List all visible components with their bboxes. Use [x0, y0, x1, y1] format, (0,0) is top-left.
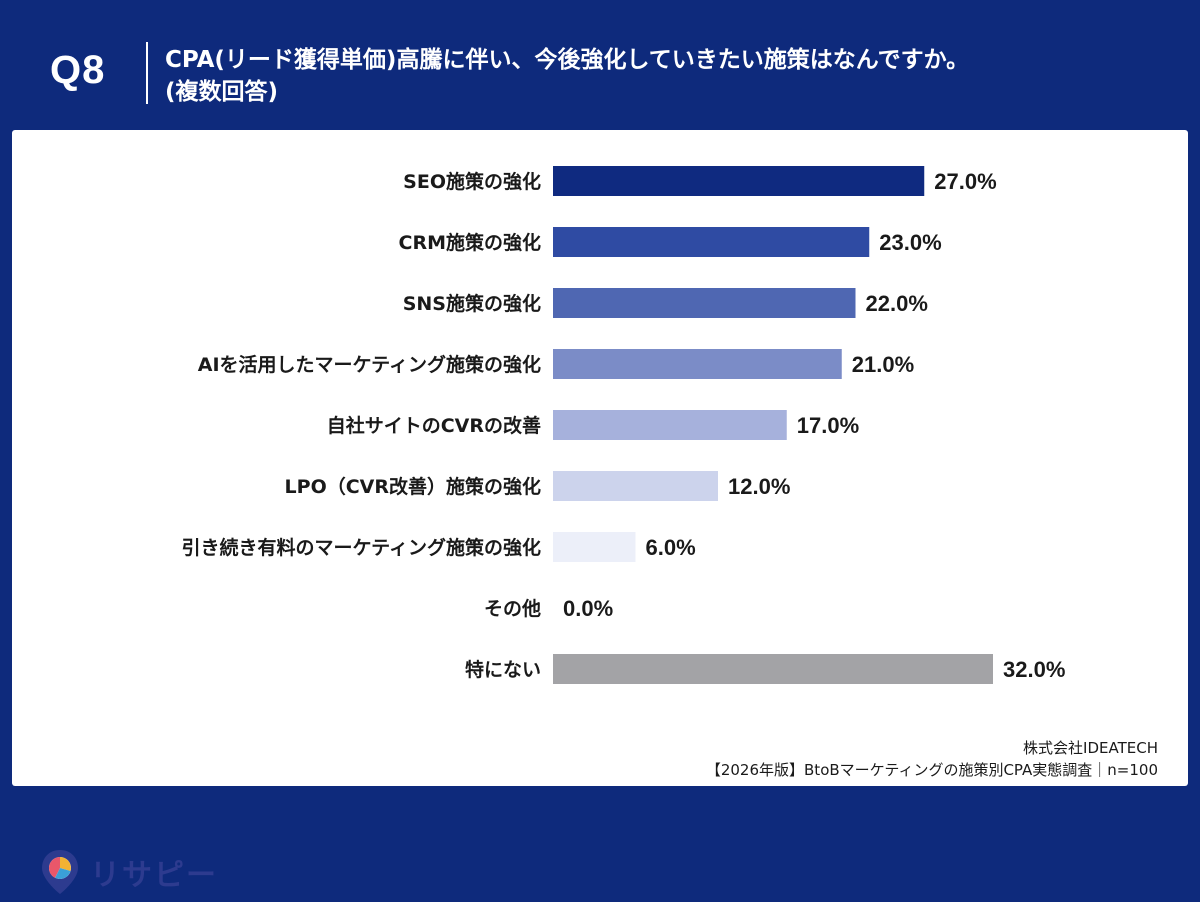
bar	[553, 410, 787, 440]
category-label: AIを活用したマーケティング施策の強化	[198, 353, 541, 376]
survey-title: 【2026年版】BtoBマーケティングの施策別CPA実態調査｜n=100	[705, 761, 1158, 779]
value-label: 23.0%	[879, 230, 941, 255]
bar	[553, 166, 925, 196]
company-name: 株式会社IDEATECH	[1023, 739, 1158, 757]
bar	[553, 349, 842, 379]
bar	[553, 532, 636, 562]
question-number: Q8	[50, 48, 106, 92]
brand-name: リサピー	[90, 858, 218, 893]
value-label: 12.0%	[728, 474, 790, 499]
pin-icon	[42, 850, 78, 894]
value-label: 6.0%	[646, 535, 696, 560]
category-label: その他	[484, 597, 541, 620]
chart-panel: SEO施策の強化 27.0% CRM施策の強化 23.0% SNS施策の強化 22.0% A…	[12, 130, 1188, 894]
bar-chart: SEO施策の強化 27.0% CRM施策の強化 23.0% SNS施策の強化 22.0% A…	[182, 166, 1065, 684]
value-label: 22.0%	[866, 291, 928, 316]
value-label: 0.0%	[563, 596, 613, 621]
footer-credits: 株式会社IDEATECH 【2026年版】BtoBマーケティングの施策別CPA実…	[706, 737, 1158, 781]
category-label: 自社サイトのCVRの改善	[327, 414, 541, 437]
bar	[553, 227, 870, 257]
question-line-2: (複数回答)	[165, 79, 279, 105]
bar	[553, 471, 718, 501]
header-divider	[146, 42, 148, 104]
category-label: SEO施策の強化	[403, 170, 541, 193]
category-label: LPO（CVR改善）施策の強化	[285, 475, 541, 498]
header-bar: Q8 CPA(リード獲得単価)高騰に伴い、今後強化していきたい施策はなんですか。…	[0, 0, 1200, 140]
value-label: 17.0%	[797, 413, 859, 438]
question-line-1: CPA(リード獲得単価)高騰に伴い、今後強化していきたい施策はなんですか。	[165, 47, 970, 73]
category-label: SNS施策の強化	[403, 292, 541, 315]
question-title: CPA(リード獲得単価)高騰に伴い、今後強化していきたい施策はなんですか。 (複…	[165, 44, 1165, 108]
category-label: CRM施策の強化	[399, 231, 541, 254]
category-label: 引き続き有料のマーケティング施策の強化	[182, 536, 541, 559]
bar	[553, 654, 993, 684]
bar	[553, 288, 856, 318]
category-label: 特にない	[465, 659, 541, 681]
value-label: 21.0%	[852, 352, 914, 377]
value-label: 27.0%	[934, 169, 996, 194]
brand-logo: リサピー	[40, 842, 218, 902]
value-label: 32.0%	[1003, 657, 1065, 682]
